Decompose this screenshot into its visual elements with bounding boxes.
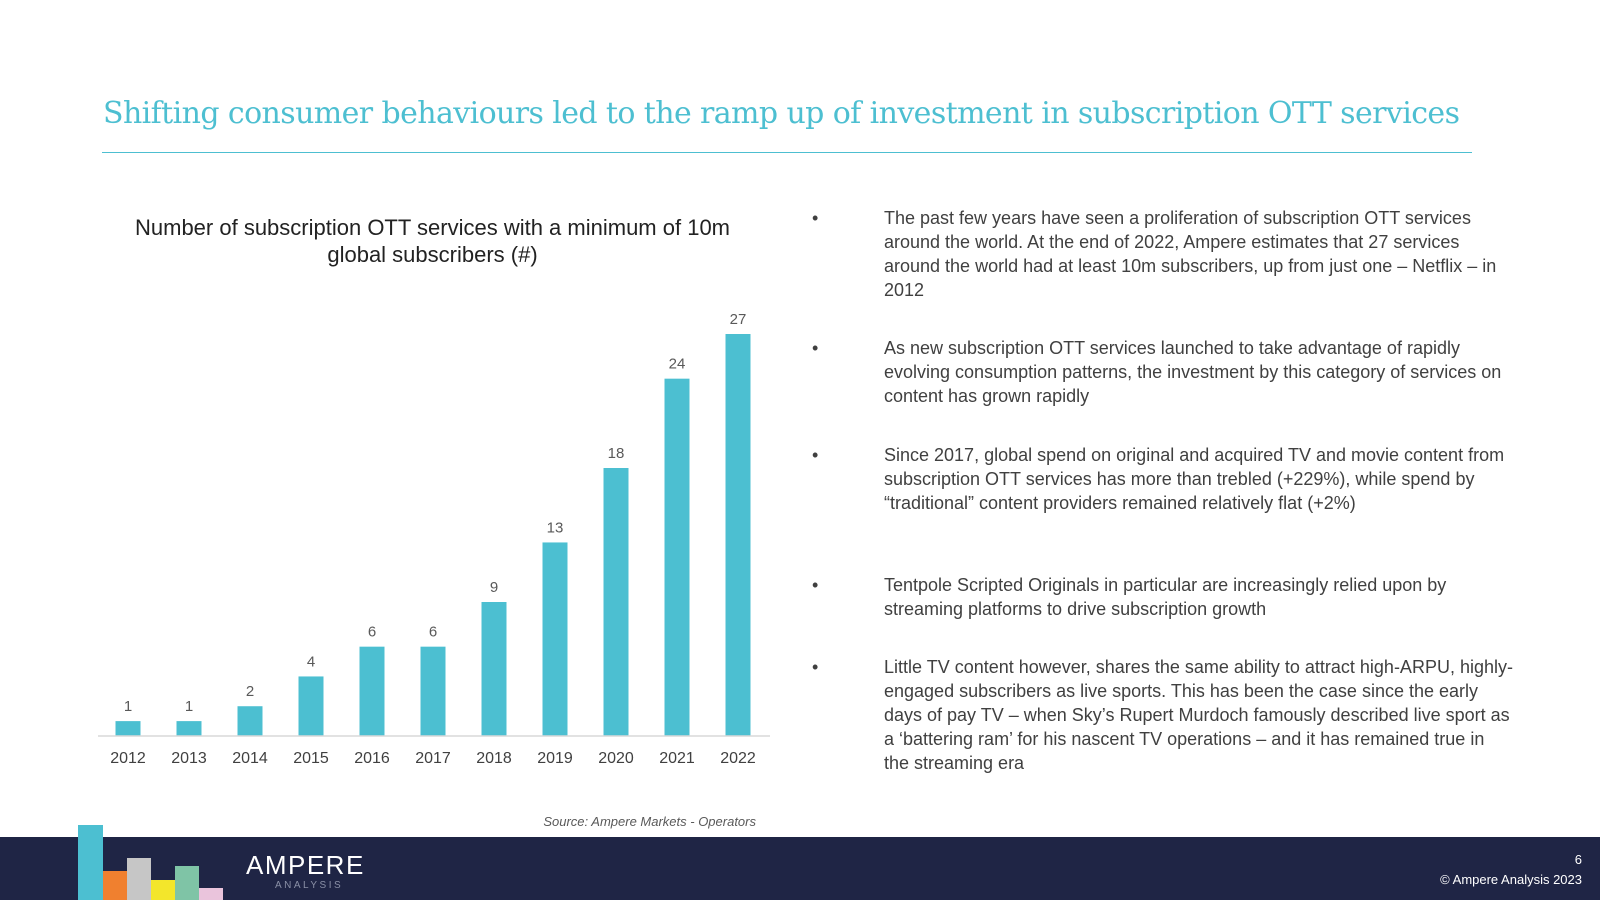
category-label-2013: 2013 <box>171 750 207 767</box>
category-label-2021: 2021 <box>659 750 695 767</box>
bar-2020 <box>603 468 629 736</box>
value-label-2020: 18 <box>608 445 625 462</box>
bullet-text: As new subscription OTT services launche… <box>884 338 1502 406</box>
bullet-text: The past few years have seen a prolifera… <box>884 208 1497 300</box>
bullet-marker: • <box>812 445 819 465</box>
category-label-2012: 2012 <box>110 750 146 767</box>
bullet-text: Tentpole Scripted Originals in particula… <box>884 575 1447 619</box>
brand-name: AMPERE <box>246 850 365 880</box>
category-label-2022: 2022 <box>720 750 756 767</box>
bar-2019 <box>542 542 568 736</box>
value-label-2013: 1 <box>185 698 193 715</box>
bar-2014 <box>237 706 263 736</box>
title-underline <box>102 152 1472 153</box>
category-label-2014: 2014 <box>232 750 268 767</box>
bullet-item: • Since 2017, global spend on original a… <box>812 443 1512 515</box>
bar-2022 <box>725 334 751 736</box>
category-label-2016: 2016 <box>354 750 390 767</box>
chart-title: Number of subscription OTT services with… <box>135 215 730 267</box>
category-label-2019: 2019 <box>537 750 573 767</box>
bar-2016 <box>359 646 385 736</box>
value-label-2022: 27 <box>730 311 747 328</box>
bars-group <box>115 334 751 736</box>
bar-2018 <box>481 602 507 736</box>
bar-2013 <box>176 721 202 736</box>
value-label-2016: 6 <box>368 624 376 641</box>
bar-2012 <box>115 721 141 736</box>
copyright-text: © Ampere Analysis 2023 <box>1440 872 1582 887</box>
value-label-2018: 9 <box>490 579 498 596</box>
chart-source: Source: Ampere Markets - Operators <box>543 814 756 829</box>
bar-2017 <box>420 646 446 736</box>
bullet-marker: • <box>812 575 819 595</box>
category-label-2020: 2020 <box>598 750 634 767</box>
bullet-text: Little TV content however, shares the sa… <box>884 657 1513 773</box>
value-label-2019: 13 <box>547 519 564 536</box>
value-label-2015: 4 <box>307 653 315 670</box>
bullet-item: • Tentpole Scripted Originals in particu… <box>812 573 1512 621</box>
bullet-item: • Little TV content however, shares the … <box>812 655 1513 775</box>
bullet-marker: • <box>812 338 819 358</box>
category-label-2017: 2017 <box>415 750 451 767</box>
bullet-item: • As new subscription OTT services launc… <box>812 336 1512 408</box>
bullet-text: Since 2017, global spend on original and… <box>884 445 1505 513</box>
page-number: 6 <box>1574 852 1582 867</box>
value-label-2012: 1 <box>124 698 132 715</box>
bar-2021 <box>664 378 690 736</box>
footer-bar <box>0 837 1600 900</box>
brand-subname: ANALYSIS <box>275 880 344 891</box>
category-labels-group: 2012 2013 2014 2015 2016 2017 2018 2019 2020 2021… <box>110 750 756 767</box>
category-label-2018: 2018 <box>476 750 512 767</box>
bullet-item: • The past few years have seen a prolife… <box>812 206 1512 302</box>
bar-2015 <box>298 676 324 736</box>
bullet-marker: • <box>812 208 819 228</box>
bullet-marker: • <box>812 657 819 677</box>
value-label-2014: 2 <box>246 683 254 700</box>
value-label-2021: 24 <box>669 356 686 373</box>
category-label-2015: 2015 <box>293 750 329 767</box>
value-label-2017: 6 <box>429 624 437 641</box>
slide-title: Shifting consumer behaviours led to the … <box>103 96 1460 131</box>
